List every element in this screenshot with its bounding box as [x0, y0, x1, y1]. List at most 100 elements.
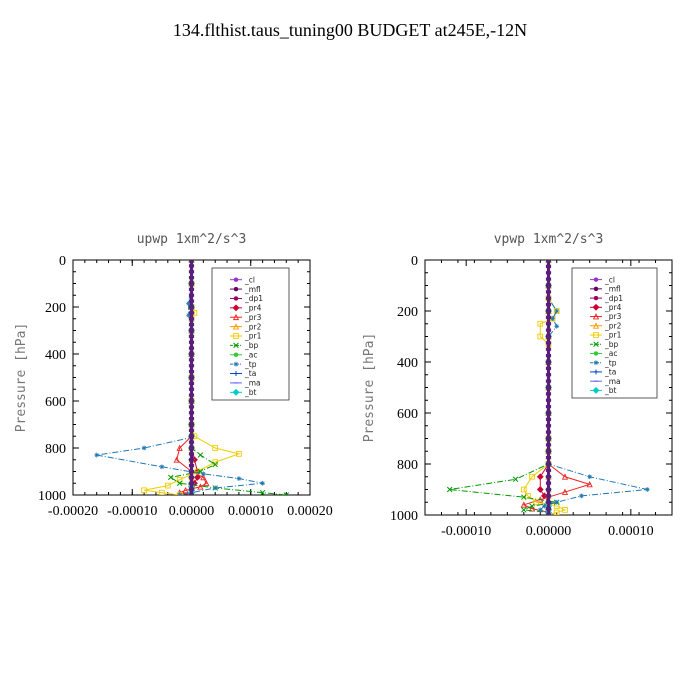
- zero-profile-marker: [188, 405, 195, 409]
- y-tick-label: 600: [45, 395, 66, 410]
- data-point: [579, 493, 584, 499]
- data-point: [521, 507, 527, 513]
- zero-profile-marker: [545, 341, 552, 345]
- zero-profile-marker: [545, 277, 552, 281]
- y-tick-label: 400: [45, 348, 66, 363]
- legend-item-pr2: _pr2: [590, 321, 622, 330]
- legend-item-ac: _ac: [590, 349, 617, 358]
- data-point: [197, 452, 204, 458]
- zero-profile-marker: [188, 458, 195, 462]
- legend-item-cl: _cl: [230, 275, 255, 284]
- zero-profile-marker: [545, 264, 552, 268]
- x-tick-label: -0.00020: [48, 504, 98, 519]
- legend-label: _cl: [604, 275, 615, 284]
- legend-label: _ma: [604, 377, 621, 386]
- data-point: [587, 474, 593, 480]
- data-point: [529, 473, 535, 480]
- data-point: [554, 499, 560, 505]
- zero-profile-marker: [545, 290, 552, 294]
- data-point: [197, 483, 204, 490]
- data-point: [194, 473, 201, 481]
- legend-marker: [233, 286, 239, 292]
- legend-item-bt: _bt: [590, 386, 617, 395]
- data-point: [260, 480, 265, 486]
- zero-profile-marker: [545, 385, 552, 390]
- zero-profile-marker: [188, 340, 195, 344]
- data-point: [562, 507, 568, 513]
- y-tick-label: 600: [397, 407, 418, 422]
- data-point: [176, 480, 183, 487]
- zero-profile-marker: [545, 468, 552, 472]
- legend-label: _ac: [604, 349, 617, 358]
- x-tick-label: 0.00000: [526, 524, 572, 539]
- zero-profile-marker: [545, 322, 552, 326]
- zero-profile-marker: [545, 398, 552, 402]
- legend-marker: [233, 333, 239, 339]
- legend-item-pr4: _pr4: [590, 303, 622, 312]
- legend-item-ac: _ac: [230, 350, 257, 359]
- data-point: [446, 486, 453, 493]
- legend-item-dp1: _dp1: [590, 294, 623, 303]
- legend-item-ma: _ma: [230, 379, 261, 388]
- data-point: [141, 487, 147, 494]
- y-tick-label: 200: [397, 305, 418, 320]
- legend-marker: [233, 342, 239, 349]
- data-point: [200, 471, 206, 477]
- data-point: [236, 476, 242, 481]
- zero-profile-marker: [188, 293, 195, 297]
- legend-item-pr4: _pr4: [230, 304, 262, 313]
- plot-area: [446, 260, 650, 515]
- data-point: [520, 486, 527, 493]
- data-point: [561, 488, 569, 495]
- legend-label: _ta: [604, 368, 616, 377]
- zero-profile-marker: [545, 462, 552, 466]
- legend-item-cl: _cl: [590, 275, 615, 284]
- zero-profile-marker: [188, 375, 195, 380]
- zero-profile-marker: [545, 443, 552, 447]
- data-point: [537, 507, 543, 513]
- zero-profile-marker: [188, 393, 195, 397]
- legend-item-ta: _ta: [590, 368, 616, 377]
- x-tick-label: -0.00010: [107, 504, 157, 519]
- data-point: [212, 485, 218, 491]
- zero-profile-marker: [188, 311, 195, 315]
- zero-profile-marker: [188, 323, 195, 327]
- y-axis-label: Pressure [hPa]: [14, 323, 29, 433]
- zero-profile-marker: [188, 299, 195, 303]
- y-tick-label: 1000: [38, 489, 66, 504]
- legend-label: _pr3: [604, 312, 622, 321]
- legend-item-dp1: _dp1: [230, 294, 263, 303]
- zero-profile-marker: [188, 399, 195, 403]
- data-point: [521, 494, 527, 500]
- zero-profile-marker: [188, 487, 195, 491]
- zero-profile-marker: [188, 481, 195, 485]
- series-bp: [446, 260, 560, 515]
- plot-area: [94, 260, 290, 495]
- data-point: [259, 489, 266, 495]
- panel-title: upwp 1xm^2/s^3: [137, 232, 247, 247]
- zero-profile-marker: [545, 283, 552, 288]
- data-point: [176, 444, 183, 451]
- zero-profile-marker: [188, 387, 195, 391]
- legend-label: _tp: [604, 358, 617, 367]
- zero-profile-marker: [188, 422, 195, 427]
- legend: _cl_mfl_dp1_pr4_pr3_pr2_pr1_bp_ac_tp_ta_…: [211, 267, 290, 401]
- data-point: [528, 505, 536, 512]
- zero-profile-marker: [545, 494, 552, 498]
- zero-profile-marker: [545, 309, 552, 313]
- legend-marker: [593, 295, 599, 301]
- data-point: [203, 479, 210, 487]
- legend-marker: [593, 286, 599, 292]
- legend-label: _dp1: [244, 294, 263, 303]
- zero-profile-marker: [545, 475, 552, 479]
- y-tick-label: 0: [59, 254, 66, 269]
- legend-marker: [593, 277, 599, 282]
- series-pr1: [520, 260, 568, 515]
- legend-label: _bt: [604, 386, 617, 395]
- legend-marker: [232, 388, 240, 396]
- y-tick-label: 400: [397, 356, 418, 371]
- zero-profile-marker: [545, 260, 552, 262]
- legend-label: _pr1: [604, 331, 622, 340]
- zero-profile-marker: [545, 373, 552, 377]
- zero-profile-marker: [188, 328, 195, 333]
